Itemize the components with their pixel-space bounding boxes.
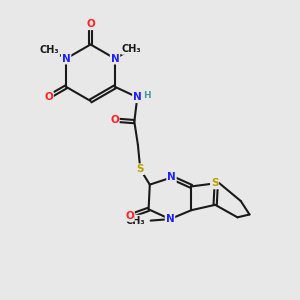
Text: S: S bbox=[136, 164, 144, 174]
Text: CH₃: CH₃ bbox=[40, 45, 59, 56]
Text: N: N bbox=[111, 54, 119, 64]
Text: O: O bbox=[86, 19, 95, 29]
Text: O: O bbox=[125, 211, 134, 221]
Text: N: N bbox=[166, 214, 174, 224]
Text: S: S bbox=[211, 178, 218, 188]
Text: N: N bbox=[62, 54, 70, 64]
Text: N: N bbox=[167, 172, 176, 182]
Text: N: N bbox=[133, 92, 142, 102]
Text: H: H bbox=[143, 91, 151, 100]
Text: O: O bbox=[44, 92, 53, 102]
Text: O: O bbox=[110, 115, 119, 125]
Text: CH₃: CH₃ bbox=[126, 216, 145, 226]
Text: CH₃: CH₃ bbox=[122, 44, 142, 54]
